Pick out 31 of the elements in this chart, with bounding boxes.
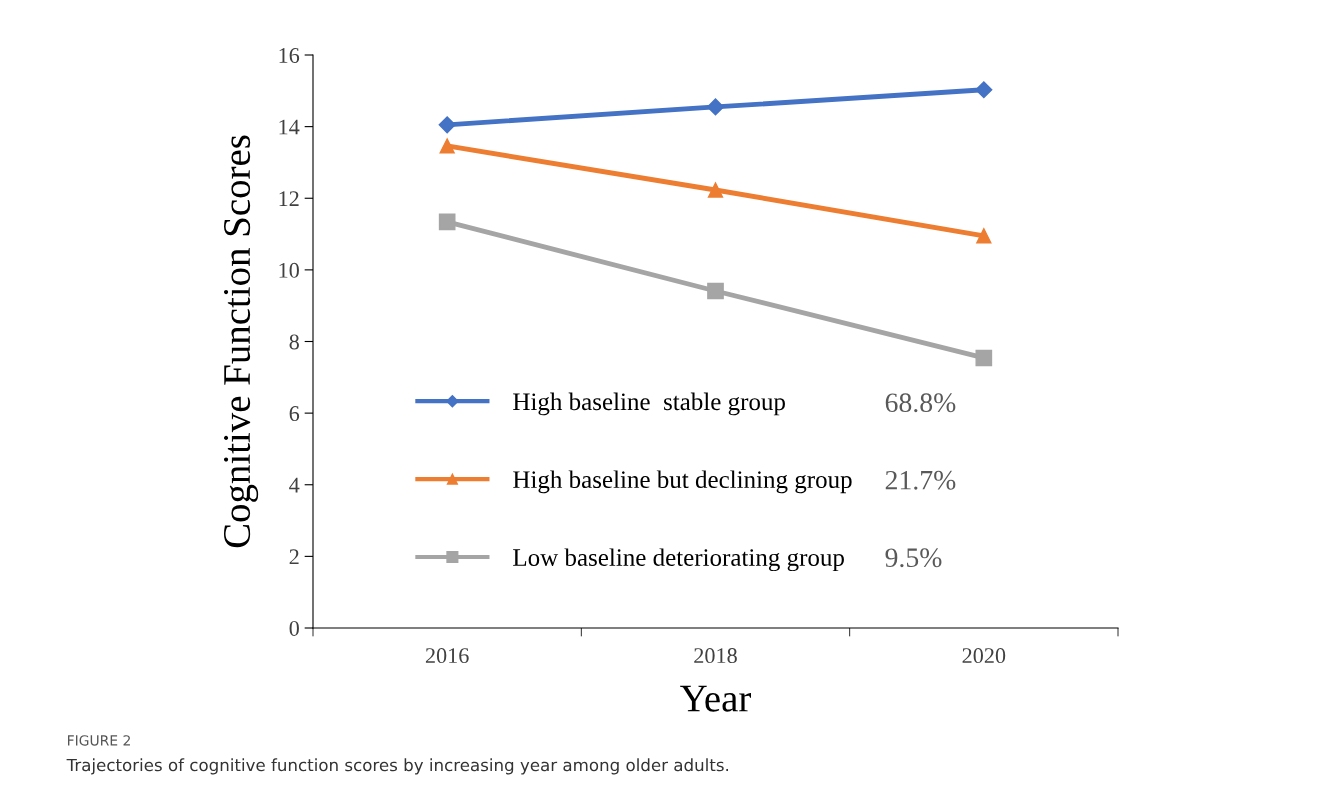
point	[975, 81, 993, 99]
y-tick-label: 10	[279, 262, 299, 278]
point	[438, 213, 456, 231]
caption: FIGURE 2	[68, 735, 130, 746]
point	[976, 228, 992, 244]
point	[975, 349, 993, 367]
point	[707, 182, 724, 198]
y-tick-label: 2	[289, 549, 299, 565]
point	[439, 138, 455, 154]
x-tick-label: 2016	[425, 648, 469, 664]
point	[706, 98, 725, 116]
y-tick-label: 6	[289, 406, 300, 422]
x-tick-label: 2018	[694, 648, 737, 664]
legend-label: High baseline stable group	[513, 392, 785, 416]
point	[438, 116, 456, 134]
y-tick-label: 8	[289, 334, 299, 350]
point	[707, 282, 724, 300]
y-tick-label: 16	[279, 47, 300, 63]
y-tick-label: 0	[289, 620, 299, 636]
legend-label: High baseline but declining group	[513, 470, 852, 494]
text: Trajectories of cognitive function scores by increasing year among older adults.	[66, 758, 729, 775]
x-tick-label: 2020	[962, 648, 1006, 664]
y-tick-label: 12	[279, 191, 299, 206]
y-axis-title: Cognitive Function Scores	[224, 135, 259, 548]
annotation: 9.5%	[885, 548, 942, 568]
legend-label: Low baseline deteriorating group	[513, 548, 844, 572]
annotation: 68.8%	[885, 393, 956, 413]
x-axis-title: Year	[680, 685, 751, 712]
y-tick-label: 14	[279, 119, 300, 135]
annotation: 21.7%	[885, 470, 956, 490]
y-tick-label: 4	[289, 477, 300, 493]
